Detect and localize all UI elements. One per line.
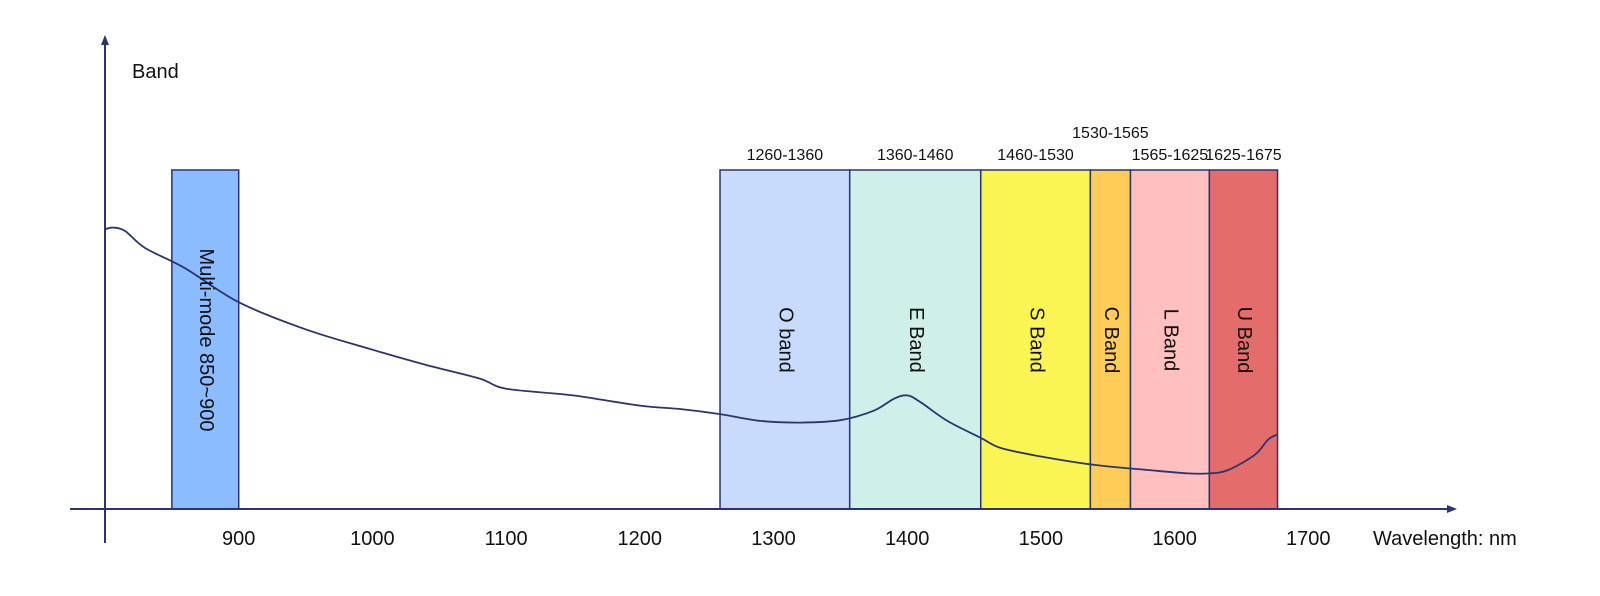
x-tick-label: 1500 [1019,528,1064,550]
x-tick-label: 1600 [1152,528,1197,550]
band-name-2: E Band [905,307,927,373]
band-name-5: L Band [1160,309,1182,372]
x-tick-label: 1700 [1286,528,1331,550]
band-name-0: Multi-mode 850~900 [195,249,217,432]
band-name-6: U Band [1233,307,1255,374]
band-range-2: 1360-1460 [877,147,954,164]
band-rect-1 [719,169,851,510]
x-axis-label: Wavelength: nm [1373,528,1517,550]
tick-labels: 900 1000 1100 1200 1300 1400 1500 1600 1700 [222,528,1331,550]
band-range-5: 1565-1625 [1132,147,1209,164]
band-rect-3 [979,169,1092,510]
y-axis-label: Band [132,61,179,83]
band-range-6: 1625-1675 [1205,147,1282,164]
axes-layer: Band Wavelength: nm [70,35,1517,550]
x-tick-label: 1400 [885,528,930,550]
x-tick-label: 1100 [485,528,528,550]
curve-layer [104,226,1278,475]
band-name-3: S Band [1025,307,1047,373]
x-tick-label: 1300 [751,528,796,550]
band-range-4: 1530-1565 [1072,125,1149,142]
band-rect-0 [171,169,240,510]
attenuation-curve [104,226,1278,475]
x-tick-label: 900 [222,528,255,550]
x-tick-label: 1000 [350,528,395,550]
band-name-4: C Band [1100,307,1122,374]
band-range-1: 1260-1360 [747,147,824,164]
band-rect-2 [848,169,982,510]
x-tick-label: 1200 [618,528,663,550]
bands-layer [171,169,1279,510]
band-name-1: O band [775,307,797,373]
band-rect-5 [1129,169,1211,510]
band-range-3: 1460-1530 [997,147,1074,164]
band-labels: Multi-mode 850~900 O band 1260-1360 E Band 1… [195,125,1282,431]
